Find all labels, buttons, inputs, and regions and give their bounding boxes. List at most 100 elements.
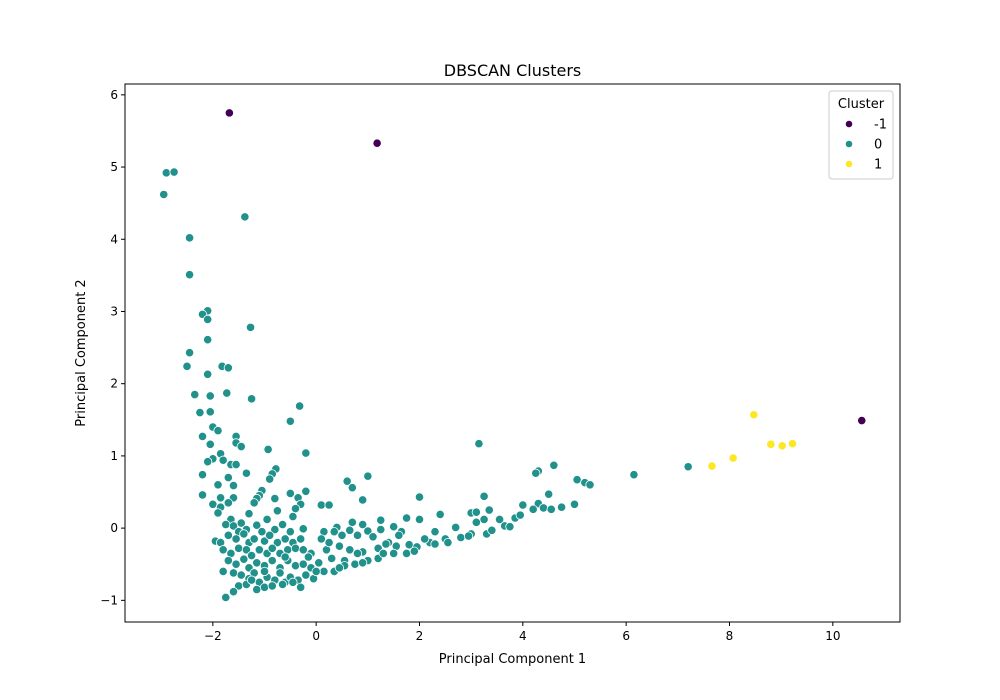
data-point-cluster-0 [236,441,246,452]
data-point-cluster-0 [228,568,239,578]
data-point-cluster-0 [213,426,223,436]
data-point-cluster-0 [259,536,270,546]
data-point-cluster-0 [319,566,329,577]
legend-label: 1 [874,158,882,173]
data-point-cluster-0 [538,503,549,513]
data-point-cluster-0 [205,439,215,449]
data-point-cluster-0 [544,489,554,499]
y-tick-label: 1 [110,449,118,463]
data-point-cluster-0 [363,471,373,481]
data-point-cluster-0 [301,486,311,496]
data-point-cluster-0 [234,543,244,553]
data-point-cluster-0 [401,548,412,558]
data-point-cluster-0 [228,587,239,597]
data-point-cluster-0 [265,474,275,484]
data-point-cluster-0 [347,517,357,527]
data-point-cluster--1 [857,415,867,426]
data-point-cluster-0 [249,534,259,544]
data-point-cluster-0 [334,563,345,573]
data-point-cluster-0 [494,514,505,525]
data-point-cluster-0 [159,189,169,200]
data-point-cluster-0 [350,559,360,569]
data-point-cluster-0 [208,499,218,509]
data-point-cluster-0 [376,524,386,535]
data-point-cluster-1 [777,441,787,451]
data-point-cluster-0 [296,582,306,592]
data-point-cluster-0 [223,498,233,508]
data-point-cluster-0 [252,558,262,568]
data-point-cluster-0 [244,509,254,519]
x-tick-label: 10 [825,629,840,643]
data-point-cluster-0 [231,559,241,569]
data-point-cluster-0 [161,168,171,178]
data-point-cluster-0 [213,480,223,490]
data-point-cluster-0 [381,539,391,549]
data-point-cluster-0 [303,552,314,562]
legend-box [828,90,894,180]
data-point-cluster-0 [342,476,352,486]
data-point-cluster-0 [252,584,262,595]
data-point-cluster-0 [231,459,241,470]
data-point-cluster-0 [246,394,257,404]
data-point-cluster-0 [401,513,412,523]
data-point-cluster-0 [363,526,373,536]
data-point-cluster-0 [205,407,215,417]
data-point-cluster-0 [223,556,233,566]
data-point-cluster-0 [252,520,262,530]
data-point-cluster-0 [236,518,246,528]
data-point-cluster-0 [197,490,208,500]
x-axis-ticks: −2 0 2 4 6 8 10 [204,622,840,643]
scatter-points [159,108,867,603]
data-point-cluster-0 [184,348,195,358]
data-point-cluster-0 [203,314,213,325]
data-point-cluster-0 [259,566,270,577]
legend-marker [845,120,853,128]
data-point-cluster-0 [295,401,305,411]
data-point-cluster-0 [376,515,386,525]
data-point-cluster-0 [223,363,233,373]
data-point-cluster-0 [275,568,285,578]
data-point-cluster-0 [345,525,355,535]
data-point-cluster-0 [389,522,399,532]
data-point-cluster-0 [203,369,213,379]
data-point-cluster-0 [267,556,277,566]
data-point-cluster-0 [280,534,290,544]
data-point-cluster-0 [218,455,228,465]
data-point-cluster-0 [572,475,582,485]
legend-items: -1 0 1 [845,118,887,173]
data-point-cluster-0 [358,519,368,530]
data-point-cluster-0 [296,534,306,544]
data-point-cluster-0 [531,468,541,478]
data-point-cluster-0 [195,407,205,418]
data-point-cluster-0 [290,504,301,514]
plot-frame [124,83,901,623]
data-point-cluster-0 [569,499,580,509]
x-tick-label: 4 [519,629,527,643]
data-point-cluster-0 [203,457,213,467]
data-point-cluster-0 [205,391,215,401]
data-point-cluster-0 [290,543,301,553]
data-point-cluster-0 [301,448,311,458]
data-point-cluster-0 [301,570,311,580]
data-point-cluster-0 [358,558,368,568]
data-point-cluster-0 [327,553,337,564]
data-point-cluster-0 [285,488,295,499]
data-point-cluster-0 [246,575,257,585]
data-point-cluster-0 [197,470,208,480]
data-point-cluster-0 [222,388,232,398]
data-point-cluster-0 [290,561,301,571]
y-tick-label: 6 [110,88,118,102]
data-point-cluster-0 [456,532,466,543]
data-point-cluster-0 [298,559,308,569]
data-point-cluster-0 [479,491,489,501]
data-point-cluster-0 [329,527,339,537]
y-axis-label: Principal Component 2 [74,279,89,426]
data-point-cluster-0 [528,504,538,514]
data-point-cluster-0 [394,530,404,540]
data-point-cluster--1 [372,138,382,148]
data-point-cluster-0 [218,566,228,577]
data-point-cluster-1 [749,410,759,420]
legend-marker [845,160,853,168]
data-point-cluster-0 [443,537,453,548]
y-tick-label: 4 [110,232,118,246]
